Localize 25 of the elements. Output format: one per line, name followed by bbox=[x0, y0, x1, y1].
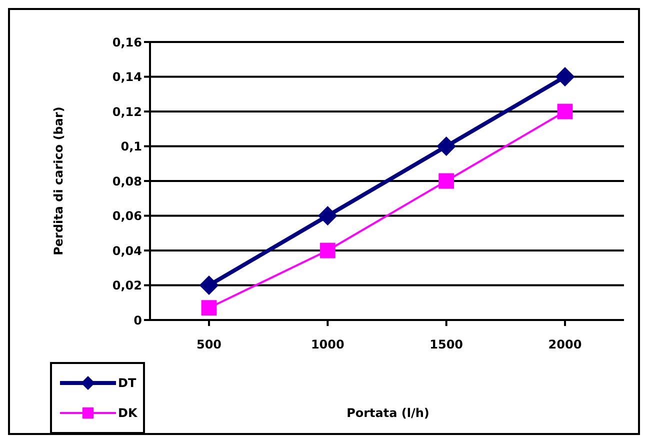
point bbox=[320, 242, 336, 258]
y-tick-label: 0,04 bbox=[112, 244, 142, 258]
x-tick-label: 2000 bbox=[548, 338, 582, 352]
y-tick-label: 0,02 bbox=[112, 278, 142, 293]
point bbox=[436, 136, 456, 156]
y-tick-label: 0 bbox=[134, 313, 142, 328]
legend-label: DK bbox=[118, 406, 138, 420]
y-tick-label: 0,06 bbox=[112, 209, 142, 224]
legend-label: DT bbox=[118, 376, 136, 390]
y-tick-label: 0,16 bbox=[112, 35, 142, 50]
y-tick-label: 0,1 bbox=[120, 140, 142, 154]
point bbox=[556, 67, 574, 86]
y-tick-label: 0,08 bbox=[112, 174, 142, 188]
point bbox=[557, 104, 573, 120]
x-tick-label: 500 bbox=[196, 338, 222, 352]
point bbox=[200, 276, 218, 295]
point bbox=[318, 206, 338, 226]
point bbox=[438, 173, 454, 189]
y-tick-label: 0,12 bbox=[112, 104, 142, 119]
y-axis-title: Perdita di carico (bar) bbox=[51, 106, 66, 256]
point bbox=[201, 300, 217, 316]
x-tick-label: 1500 bbox=[430, 338, 464, 352]
y-tick-label: 0,14 bbox=[112, 70, 142, 84]
x-axis-title: Portata (l/h) bbox=[346, 406, 430, 420]
x-tick-label: 1000 bbox=[310, 338, 344, 352]
